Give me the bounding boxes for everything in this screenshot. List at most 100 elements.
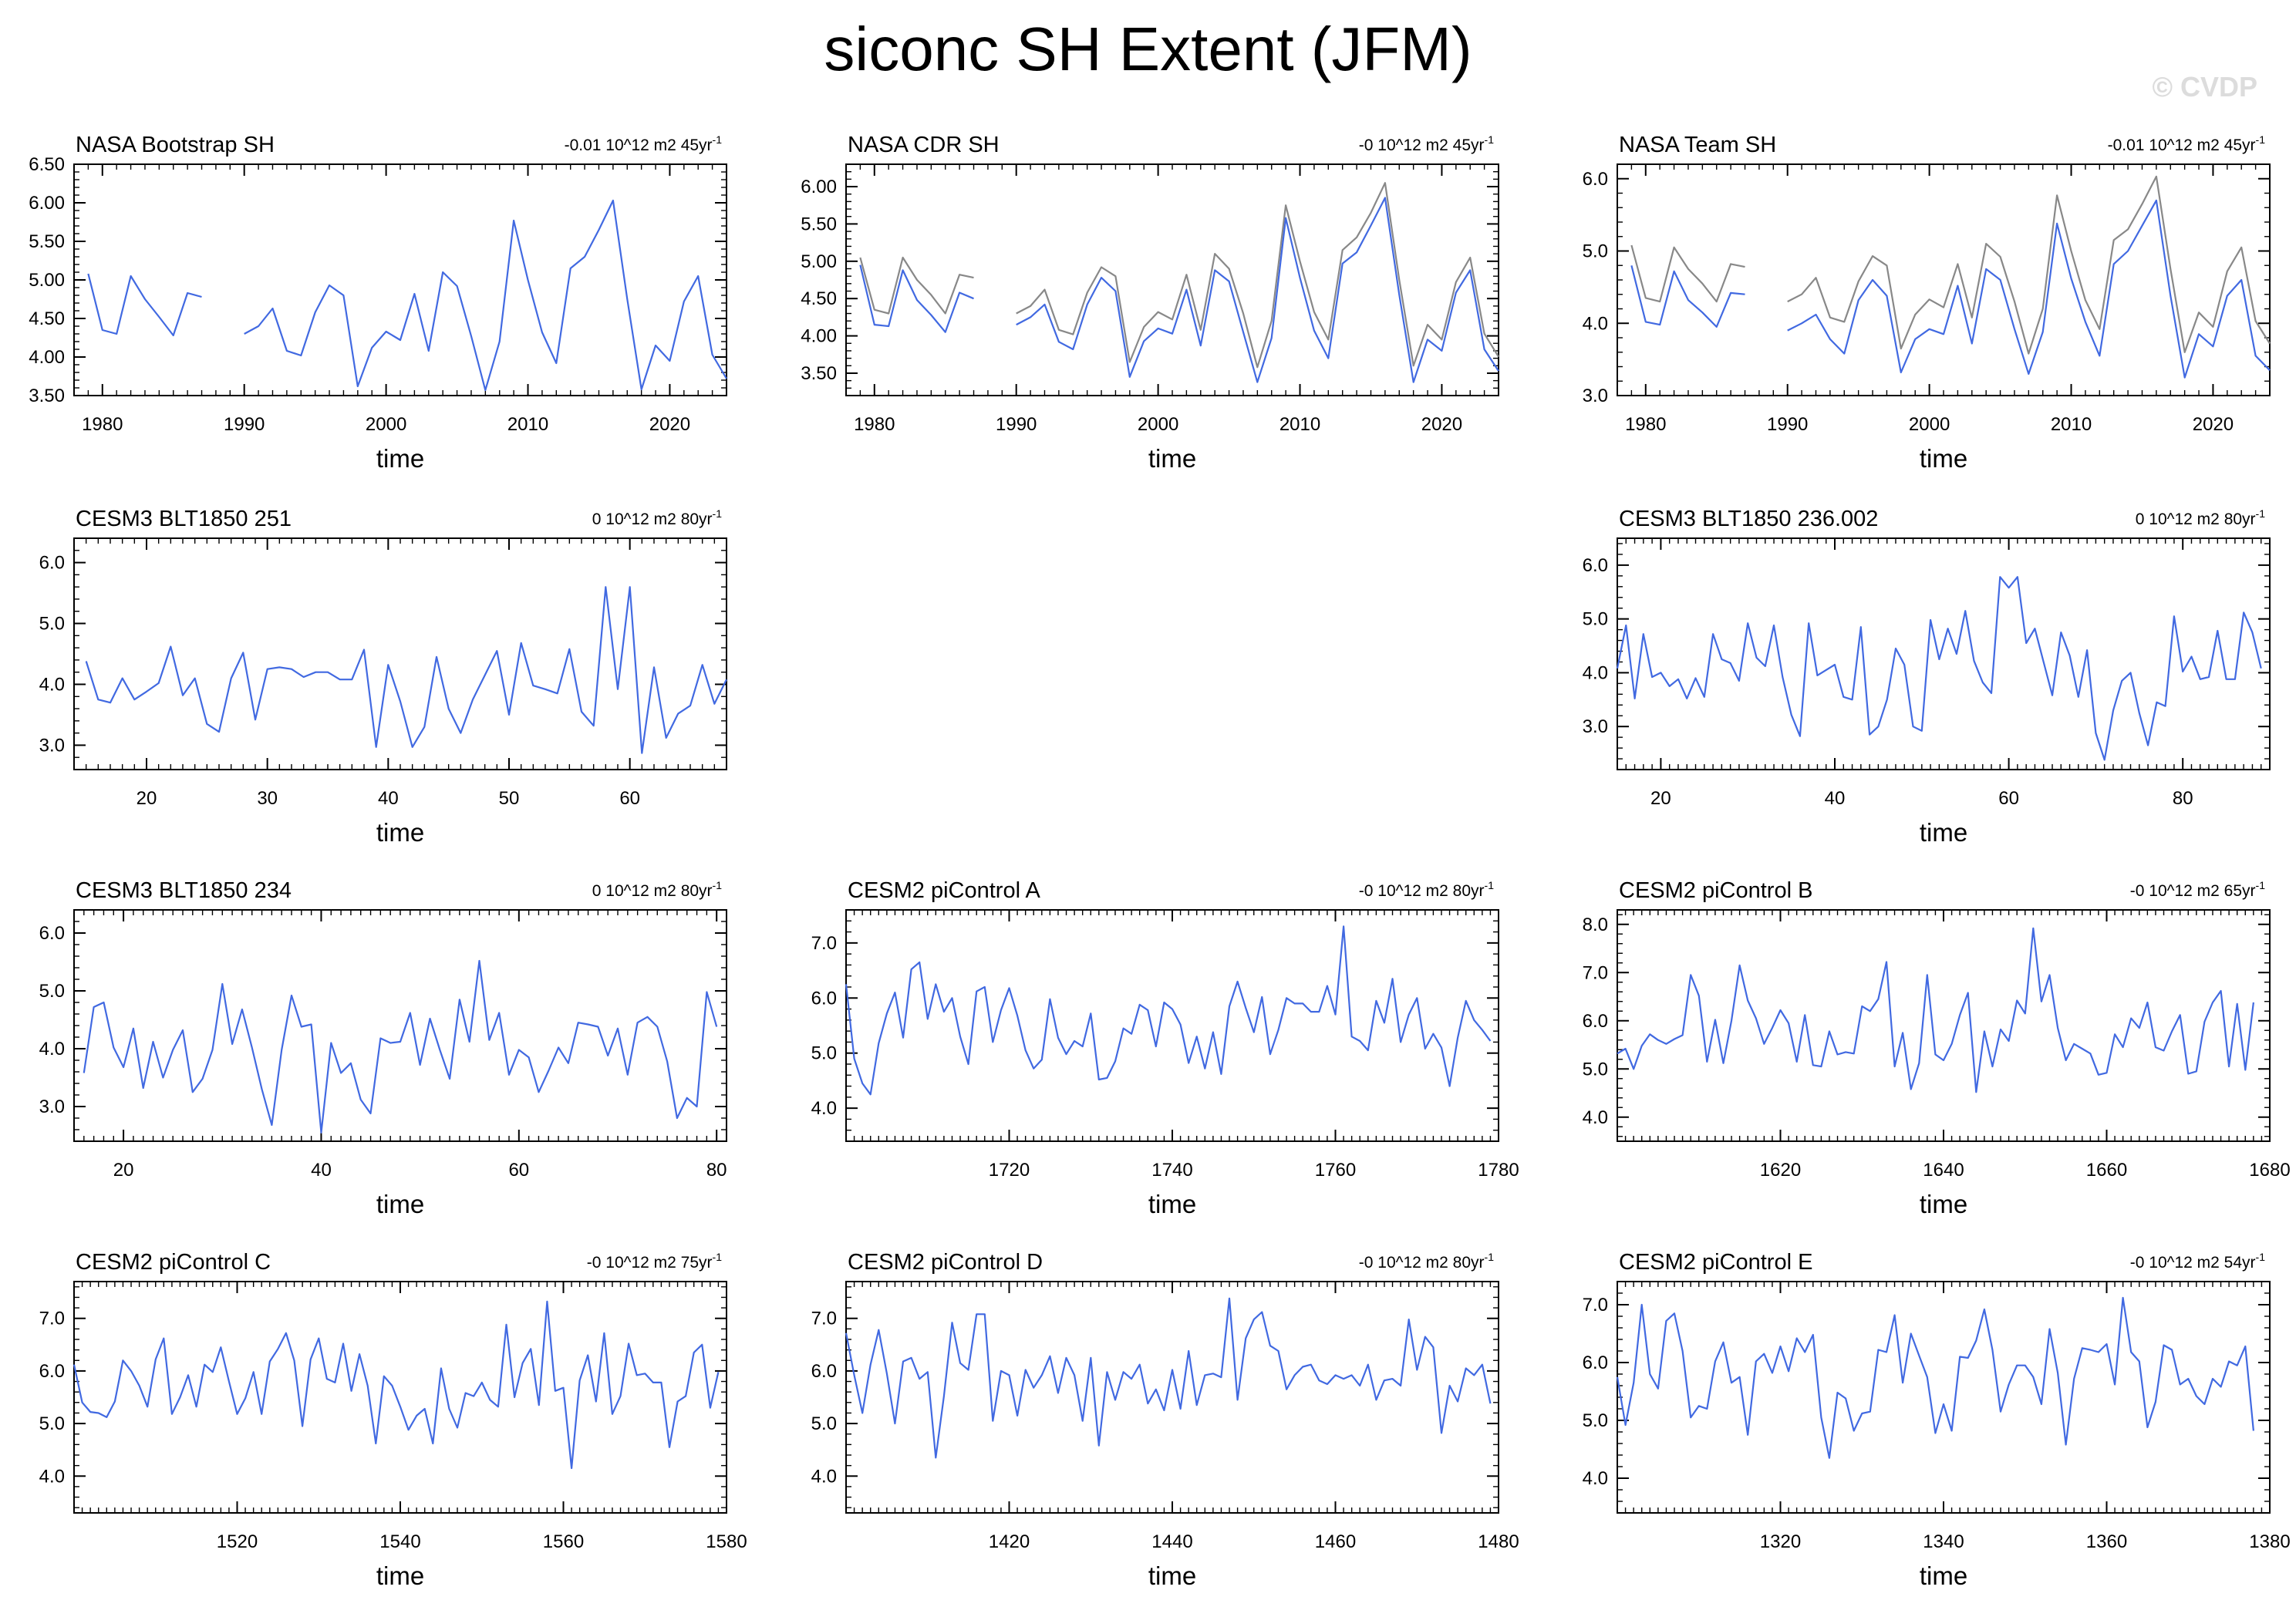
x-tick-label: 1990 <box>1767 414 1808 435</box>
x-tick-label: 60 <box>508 1160 529 1181</box>
x-tick-label: 1320 <box>1760 1531 1801 1552</box>
panel-title: NASA CDR SH <box>848 133 1000 157</box>
y-tick-label: 4.00 <box>801 326 837 347</box>
y-tick-label: 4.0 <box>39 1466 65 1487</box>
y-tick-label: 3.0 <box>39 1097 65 1117</box>
plot-frame <box>1617 909 2271 1142</box>
x-axis-label: time <box>376 444 424 473</box>
y-tick-label: 5.0 <box>39 1413 65 1434</box>
x-axis-label: time <box>376 1561 424 1590</box>
x-tick-label: 1360 <box>2086 1531 2127 1552</box>
series-line-1 <box>87 199 727 392</box>
y-tick-label: 6.00 <box>801 177 837 197</box>
x-tick-label: 1540 <box>379 1531 420 1552</box>
y-tick-label: 5.0 <box>39 614 65 635</box>
series-line-2 <box>1630 199 2271 379</box>
series-line-1 <box>845 925 1492 1096</box>
panel-title: CESM3 BLT1850 236.002 <box>1619 507 1878 531</box>
y-tick-label: 6.50 <box>29 154 65 175</box>
x-tick-label: 1980 <box>854 414 895 435</box>
x-tick-label: 1440 <box>1151 1531 1192 1552</box>
x-axis-label: time <box>1148 1561 1196 1590</box>
x-tick-label: 1640 <box>1923 1160 1964 1181</box>
x-tick-label: 1560 <box>543 1531 584 1552</box>
chart-panel-11: CESM2 piControl D -0 10^12 m2 80yr-1 time 1… <box>811 1250 1519 1590</box>
series-line-1 <box>1617 927 2254 1093</box>
trend-label: -0.01 10^12 m2 45yr-1 <box>2108 133 2266 154</box>
y-tick-label: 4.0 <box>1583 1468 1608 1489</box>
y-tick-label: 3.0 <box>1583 716 1608 737</box>
chart-panel-9: CESM2 piControl B -0 10^12 m2 65yr-1 time 1… <box>1583 878 2291 1218</box>
y-tick-label: 5.0 <box>811 1413 837 1434</box>
x-tick-label: 1520 <box>217 1531 258 1552</box>
y-tick-label: 6.00 <box>29 193 65 214</box>
x-tick-label: 2000 <box>366 414 406 435</box>
y-tick-label: 6.0 <box>39 1361 65 1382</box>
x-tick-label: 1740 <box>1151 1160 1192 1181</box>
x-tick-label: 2010 <box>1279 414 1320 435</box>
y-tick-label: 5.0 <box>1583 1059 1608 1080</box>
panel-title: CESM2 piControl C <box>76 1250 271 1275</box>
panel-title: NASA Team SH <box>1619 133 1776 157</box>
x-tick-label: 2020 <box>2193 414 2234 435</box>
chart-panel-7: CESM3 BLT1850 234 0 10^12 m2 80yr-1 time 20… <box>39 878 727 1218</box>
trend-label: -0 10^12 m2 65yr-1 <box>2130 879 2265 900</box>
y-tick-label: 4.0 <box>1583 313 1608 334</box>
x-tick-label: 2010 <box>507 414 548 435</box>
y-tick-label: 7.0 <box>1583 1295 1608 1315</box>
x-tick-label: 2020 <box>649 414 690 435</box>
y-tick-label: 4.00 <box>29 347 65 368</box>
chart-panel-8: CESM2 piControl A -0 10^12 m2 80yr-1 time 1… <box>811 878 1519 1218</box>
series-line-1 <box>72 1300 720 1470</box>
x-axis-label: time <box>376 1190 424 1218</box>
y-tick-label: 6.0 <box>1583 1353 1608 1373</box>
series-line-2 <box>859 197 1499 383</box>
x-tick-label: 50 <box>499 788 520 809</box>
y-tick-label: 5.0 <box>39 981 65 1002</box>
x-tick-label: 1780 <box>1478 1160 1519 1181</box>
x-tick-label: 2010 <box>2051 414 2092 435</box>
y-tick-label: 7.0 <box>39 1309 65 1329</box>
trend-label: -0.01 10^12 m2 45yr-1 <box>565 133 723 154</box>
x-tick-label: 1340 <box>1923 1531 1964 1552</box>
trend-label: 0 10^12 m2 80yr-1 <box>2136 507 2265 528</box>
plot-frame <box>1617 1281 2271 1514</box>
x-tick-label: 1660 <box>2086 1160 2127 1181</box>
y-tick-label: 4.0 <box>39 674 65 695</box>
panel-title: CESM2 piControl A <box>848 878 1040 903</box>
x-tick-label: 30 <box>257 788 278 809</box>
x-tick-label: 60 <box>619 788 640 809</box>
plot-frame <box>73 1281 727 1514</box>
y-tick-label: 4.50 <box>801 288 837 309</box>
y-tick-label: 5.0 <box>1583 609 1608 630</box>
y-tick-label: 5.50 <box>29 231 65 252</box>
y-tick-label: 4.0 <box>1583 662 1608 683</box>
x-axis-label: time <box>1148 444 1196 473</box>
x-tick-label: 2000 <box>1138 414 1178 435</box>
chart-panel-3: NASA Team SH -0.01 10^12 m2 45yr-1 time 198… <box>1583 133 2271 473</box>
plot-frame <box>845 909 1499 1142</box>
x-tick-label: 1980 <box>1625 414 1666 435</box>
chart-panel-2: NASA CDR SH -0 10^12 m2 45yr-1 time 1980 199… <box>801 133 1499 473</box>
x-axis-label: time <box>1920 1190 1967 1218</box>
plot-frame <box>845 163 1499 396</box>
watermark: © CVDP <box>2152 71 2257 103</box>
chart-panel-12: CESM2 piControl E -0 10^12 m2 54yr-1 time 1… <box>1583 1250 2291 1590</box>
x-axis-label: time <box>376 818 424 847</box>
series-line-1 <box>83 959 718 1134</box>
trend-label: -0 10^12 m2 80yr-1 <box>1359 1251 1494 1272</box>
trend-label: 0 10^12 m2 80yr-1 <box>592 879 722 900</box>
x-tick-label: 40 <box>378 788 399 809</box>
panel-title: NASA Bootstrap SH <box>76 133 275 157</box>
x-tick-label: 20 <box>1650 788 1671 809</box>
x-axis-label: time <box>1148 1190 1196 1218</box>
x-tick-label: 1460 <box>1315 1531 1356 1552</box>
x-tick-label: 80 <box>2173 788 2193 809</box>
y-tick-label: 5.0 <box>811 1043 837 1064</box>
x-tick-label: 1990 <box>224 414 265 435</box>
x-tick-label: 20 <box>113 1160 134 1181</box>
x-tick-label: 2000 <box>1909 414 1950 435</box>
x-tick-label: 1990 <box>996 414 1037 435</box>
series-line-1 <box>859 182 1499 369</box>
